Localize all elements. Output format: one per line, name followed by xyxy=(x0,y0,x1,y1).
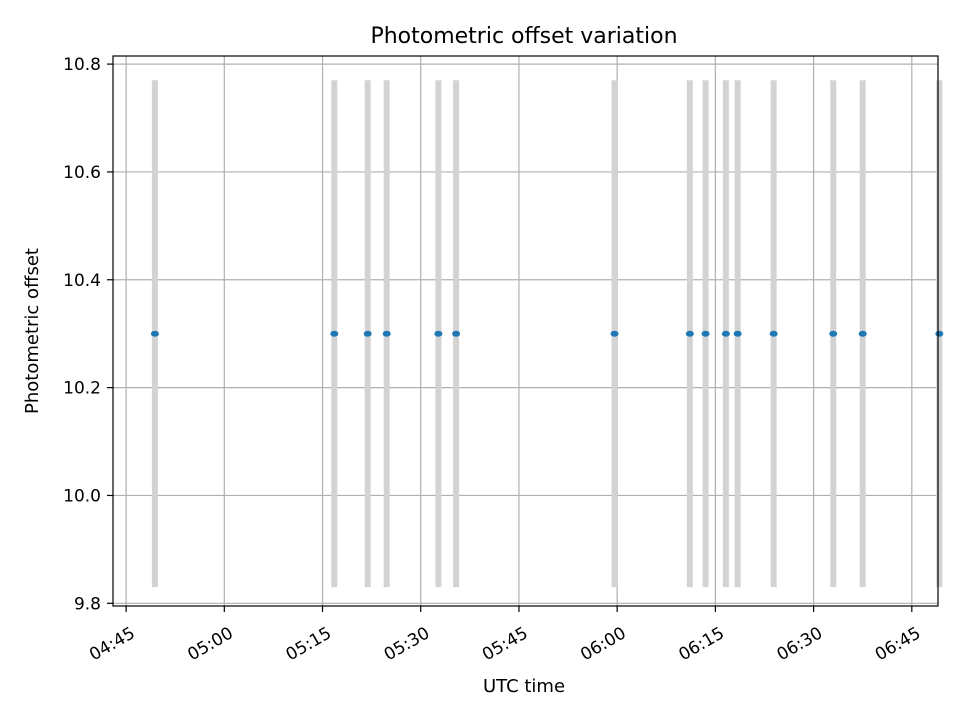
y-tick-label: 9.8 xyxy=(74,594,101,614)
y-axis-label: Photometric offset xyxy=(22,248,43,414)
data-point xyxy=(733,330,742,337)
error-bars xyxy=(151,80,943,588)
x-tick-label: 06:15 xyxy=(675,623,727,665)
data-point xyxy=(769,330,778,337)
y-tick-label: 10.2 xyxy=(63,379,101,399)
data-point xyxy=(858,330,867,337)
x-tick-label: 05:30 xyxy=(381,623,433,665)
x-tick-label: 05:00 xyxy=(184,623,236,665)
x-tick-label: 04:45 xyxy=(86,623,138,665)
data-point xyxy=(935,330,944,337)
data-point xyxy=(382,330,391,337)
data-points xyxy=(150,330,944,337)
chart-title: Photometric offset variation xyxy=(370,24,677,49)
x-axis-ticks: 04:45 05:00 05:15 05:30 05:45 06:00 06:15 06:30… xyxy=(86,606,924,665)
data-point xyxy=(363,330,372,337)
y-tick-label: 10.4 xyxy=(63,271,101,291)
plot-frame xyxy=(112,55,939,607)
data-point xyxy=(610,330,619,337)
data-point xyxy=(452,330,461,337)
y-tick-label: 10.6 xyxy=(63,163,101,183)
y-tick-label: 10.8 xyxy=(63,55,101,75)
x-tick-label: 06:45 xyxy=(872,623,924,665)
data-point xyxy=(150,330,159,337)
y-axis-ticks: 9.8 10.0 10.2 10.4 10.6 10.8 xyxy=(63,55,113,614)
x-tick-label: 05:15 xyxy=(283,623,335,665)
data-point xyxy=(685,330,694,337)
data-point xyxy=(701,330,710,337)
data-point xyxy=(434,330,443,337)
data-point xyxy=(330,330,339,337)
data-point xyxy=(829,330,838,337)
data-point xyxy=(721,330,730,337)
x-axis-label: UTC time xyxy=(483,676,565,697)
grid xyxy=(113,56,938,606)
x-tick-label: 06:30 xyxy=(774,623,826,665)
x-tick-label: 05:45 xyxy=(479,623,531,665)
x-tick-label: 06:00 xyxy=(577,623,629,665)
y-tick-label: 10.0 xyxy=(63,486,101,506)
